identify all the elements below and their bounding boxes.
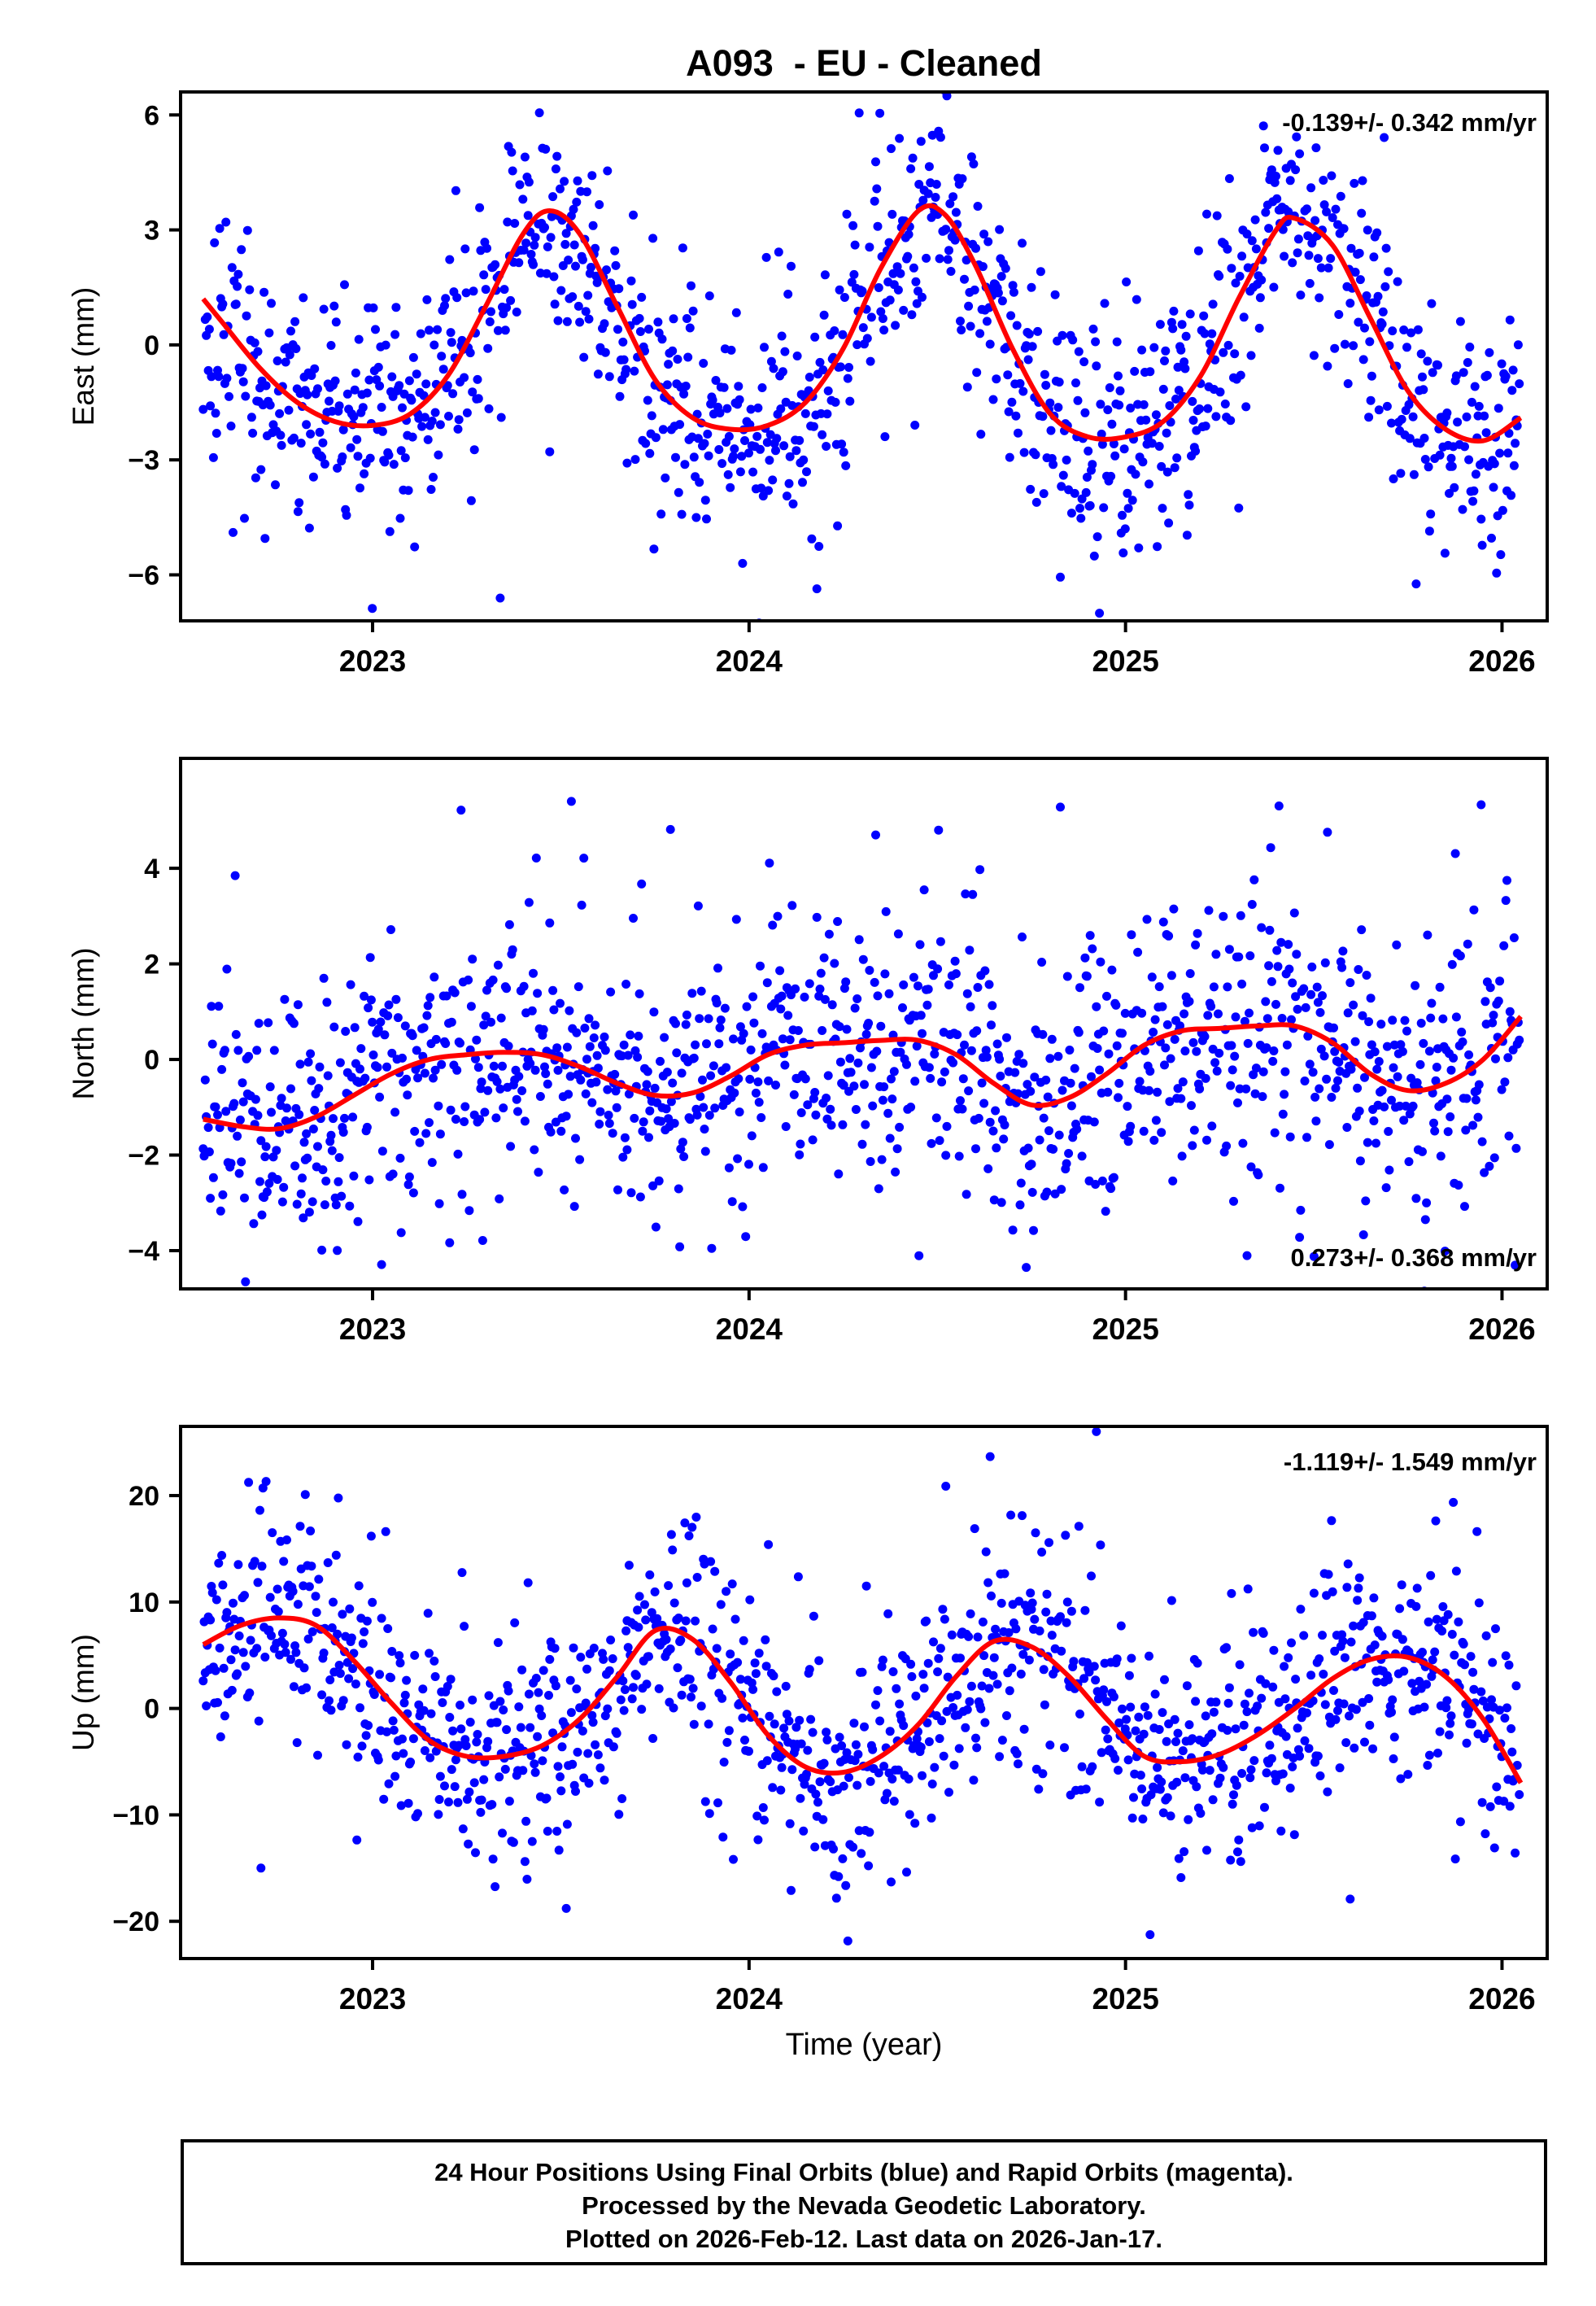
- north-axis-label: North (mm): [67, 947, 100, 1100]
- up-y-tick-label: −20: [112, 1906, 159, 1937]
- east-y-tick-label: 6: [144, 100, 159, 131]
- up-model-curve: [202, 1615, 1524, 1784]
- north-x-tick-label: 2025: [1092, 1312, 1158, 1346]
- east-x-tick-label: 2024: [716, 644, 783, 678]
- east-x-tick-label: 2026: [1468, 644, 1535, 678]
- east-y-tick-label: 3: [144, 216, 159, 247]
- east-x-tick-label: 2023: [339, 644, 406, 678]
- north-x-tick-label: 2026: [1468, 1312, 1535, 1346]
- east-y-tick-label: 0: [144, 330, 159, 361]
- footer-line-orbits: 24 Hour Positions Using Final Orbits (bl…: [434, 2158, 1293, 2186]
- up-y-tick-label: 10: [129, 1588, 159, 1618]
- north-frame: [179, 757, 1549, 1291]
- east-axis-label: East (mm): [67, 286, 100, 426]
- up-rate-annotation: -1.119+/- 1.549 mm/yr: [1283, 1448, 1537, 1476]
- north-plot: −4 −2 0 2 4 2023 2024 2025 2026: [128, 757, 1549, 1346]
- north-y-tick-label: −2: [128, 1141, 159, 1172]
- north-y-tick-label: 2: [144, 950, 159, 980]
- east-axis-ticks: −6 −3 0 3 6 2023 2024 2025 2026: [128, 100, 1535, 678]
- up-y-tick-label: 20: [129, 1481, 159, 1512]
- x-axis-title: Time (year): [785, 2028, 943, 2062]
- up-x-tick-label: 2023: [339, 1982, 406, 2016]
- north-y-tick-label: 0: [144, 1045, 159, 1076]
- up-y-tick-label: 0: [144, 1694, 159, 1725]
- north-y-tick-label: −4: [128, 1236, 159, 1267]
- page-title: A093 - EU - Cleaned: [686, 42, 1042, 84]
- up-x-tick-label: 2026: [1468, 1982, 1535, 2016]
- footer-box: 24 Hour Positions Using Final Orbits (bl…: [181, 2139, 1547, 2265]
- north-rate-annotation: 0.273+/- 0.368 mm/yr: [1290, 1243, 1537, 1272]
- east-y-tick-label: −6: [128, 560, 159, 591]
- up-y-tick-label: −10: [112, 1800, 159, 1831]
- east-model-curve: [201, 203, 1523, 444]
- north-axis-ticks: −4 −2 0 2 4 2023 2024 2025 2026: [128, 854, 1535, 1346]
- north-scatter-points: [198, 797, 1524, 1289]
- east-frame: [179, 90, 1549, 622]
- east-x-tick-label: 2025: [1092, 644, 1158, 678]
- north-x-tick-label: 2024: [716, 1312, 783, 1346]
- east-scatter-points: [198, 92, 1524, 621]
- up-x-tick-label: 2024: [716, 1982, 783, 2016]
- up-axis-label: Up (mm): [67, 1634, 100, 1751]
- up-frame: [179, 1425, 1549, 1960]
- up-axis-ticks: −20 −10 0 10 20 2023 2024 2025 2026: [112, 1481, 1535, 2016]
- north-y-tick-label: 4: [144, 854, 159, 884]
- north-model-curve: [203, 1015, 1523, 1132]
- footer-line-processed: Processed by the Nevada Geodetic Laborat…: [582, 2191, 1146, 2220]
- up-x-tick-label: 2025: [1092, 1982, 1158, 2016]
- up-plot: −20 −10 0 10 20 2023 2024 2025 2026: [112, 1425, 1549, 2016]
- east-y-tick-label: −3: [128, 445, 159, 476]
- footer-line-plotted: Plotted on 2026-Feb-12. Last data on 202…: [565, 2225, 1162, 2253]
- north-x-tick-label: 2023: [339, 1312, 406, 1346]
- east-rate-annotation: -0.139+/- 0.342 mm/yr: [1282, 108, 1537, 137]
- up-scatter-points: [198, 1426, 1524, 1946]
- east-plot: −6 −3 0 3 6 2023 2024 2025 2026: [128, 90, 1549, 678]
